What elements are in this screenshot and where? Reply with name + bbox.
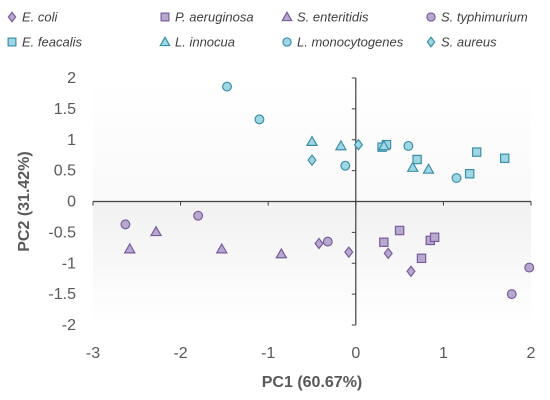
legend-item: L. innocua <box>159 35 235 50</box>
series-s-aureus <box>307 138 364 167</box>
legend-label: L. innocua <box>175 35 235 50</box>
data-point <box>353 138 364 151</box>
data-point <box>406 161 419 172</box>
data-point <box>215 242 228 254</box>
data-point <box>275 247 288 259</box>
series-s-enteritidis <box>123 225 288 259</box>
data-point <box>379 237 389 247</box>
data-point <box>416 253 427 264</box>
y-tick-label: -1.5 <box>48 286 76 303</box>
y-tick-label: 0.5 <box>54 163 76 180</box>
data-point <box>314 237 324 250</box>
data-point <box>123 242 136 254</box>
data-point <box>394 225 405 236</box>
x-tick-label: 1 <box>439 345 448 362</box>
data-point <box>524 262 535 273</box>
axes <box>92 77 532 326</box>
y-tick-label: 1 <box>67 132 76 149</box>
y-tick-label: 0 <box>67 194 76 211</box>
series-l-monocytogenes <box>222 81 462 184</box>
data-point <box>377 139 390 151</box>
legend-marker-icon <box>426 36 436 48</box>
legend-marker-icon <box>282 37 292 47</box>
x-tick-label: 2 <box>527 345 536 362</box>
data-point <box>322 236 333 247</box>
y-tick-label: -2 <box>62 317 76 334</box>
data-point <box>471 147 482 157</box>
data-point <box>305 135 319 146</box>
legend-marker-icon <box>426 12 436 22</box>
data-point <box>193 210 204 221</box>
x-tick-label: -1 <box>261 345 275 362</box>
legend-item: L. monocytogenes <box>282 35 404 50</box>
data-point <box>403 140 414 151</box>
legend-marker-icon <box>7 11 17 23</box>
legend-label: E. coli <box>22 10 59 25</box>
legend: E. coli P. aeruginosa S. enteritidis S. typ… <box>7 10 528 50</box>
legend-marker-icon <box>281 11 293 22</box>
x-tick-label: -2 <box>173 345 187 362</box>
data-point <box>499 153 510 164</box>
data-point <box>222 81 232 92</box>
series-s-typhimurium <box>120 210 535 300</box>
data-point <box>340 160 351 171</box>
legend-item: P. aeruginosa <box>160 10 254 25</box>
x-tick-label: -3 <box>86 345 100 362</box>
axis-labels: -2 -1.5 -1 -0.5 0 0.5 1 1.5 2 -3 -2 -1 0 1 2 PC1 (60.67… <box>16 70 536 391</box>
y-axis-title: PC2 (31.42%) <box>16 151 33 252</box>
legend-label: E. feacalis <box>22 35 82 50</box>
plot-area <box>93 78 531 325</box>
x-tick-label: 0 <box>351 345 360 362</box>
data-point <box>412 154 422 165</box>
data-point <box>406 265 416 278</box>
data-point <box>506 289 517 300</box>
legend-label: P. aeruginosa <box>175 10 254 25</box>
y-tick-label: -0.5 <box>48 224 76 241</box>
series-p-aeruginosa <box>379 225 440 264</box>
x-axis-title: PC1 (60.67%) <box>262 374 363 391</box>
legend-marker-icon <box>7 37 17 47</box>
legend-label: L. monocytogenes <box>297 35 404 50</box>
legend-item: S. enteritidis <box>281 10 369 25</box>
plot-background-lower <box>93 201 531 325</box>
data-point <box>422 163 435 174</box>
data-point <box>334 139 348 151</box>
data-point <box>149 225 163 237</box>
legend-item: E. coli <box>7 10 59 25</box>
series-e-coli <box>314 237 416 278</box>
y-tick-label: 1.5 <box>54 101 76 118</box>
data-point <box>120 219 131 230</box>
data-point <box>464 168 475 179</box>
legend-item: E. feacalis <box>7 35 82 50</box>
data-point <box>307 154 317 167</box>
data-point <box>383 247 393 260</box>
data-point <box>451 173 462 184</box>
y-tick-label: 2 <box>67 70 76 87</box>
legend-item: S. typhimurium <box>426 10 528 25</box>
data-point <box>254 114 265 125</box>
legend-marker-icon <box>159 36 171 47</box>
data-point <box>344 246 354 259</box>
legend-marker-icon <box>160 12 170 22</box>
data-point <box>429 232 440 243</box>
legend-label: S. aureus <box>441 35 497 50</box>
legend-item: S. aureus <box>426 35 497 50</box>
y-tick-label: -1 <box>62 255 76 272</box>
legend-label: S. enteritidis <box>297 10 369 25</box>
legend-label: S. typhimurium <box>441 10 528 25</box>
data-points <box>120 81 535 300</box>
series-l-innocua <box>305 135 435 174</box>
